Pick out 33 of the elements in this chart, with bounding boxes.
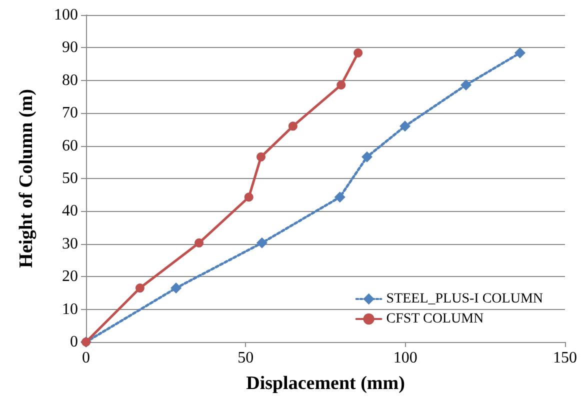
y-tick-label: 90 [62, 39, 78, 56]
y-tick-label: 30 [62, 235, 78, 252]
x-tick-label: 0 [82, 350, 90, 366]
y-tick-label: 100 [54, 6, 78, 24]
point [135, 284, 144, 293]
point [170, 282, 182, 294]
point [336, 80, 346, 90]
y-tick-label: 40 [62, 202, 78, 220]
point [334, 192, 346, 203]
legend-label: CFST COLUMN [386, 312, 484, 326]
point [354, 48, 363, 58]
point [194, 238, 204, 248]
y-tick-label: 10 [62, 300, 78, 318]
y-tick-label: 70 [62, 104, 78, 122]
y-tick-label: 60 [62, 137, 78, 154]
y-tick-label: 0 [70, 334, 78, 350]
x-axis-title: Displacement (mm) [246, 373, 405, 394]
point [244, 192, 254, 202]
y-tick-label: 50 [62, 170, 78, 187]
point [288, 122, 298, 131]
y-axis-title: Height of Column (m) [16, 89, 37, 268]
point [256, 152, 266, 162]
x-tick-label: 50 [238, 350, 254, 366]
point [514, 47, 526, 58]
point [400, 120, 411, 132]
legend-label: STEEL_PLUS-I COLUMN [386, 292, 544, 306]
x-tick-label: 100 [393, 350, 418, 366]
y-tick-label: 80 [62, 72, 78, 89]
point [460, 79, 472, 90]
point [362, 151, 373, 162]
x-tick-label: 150 [553, 350, 577, 366]
y-tick-label: 20 [62, 268, 78, 286]
point [256, 237, 268, 248]
